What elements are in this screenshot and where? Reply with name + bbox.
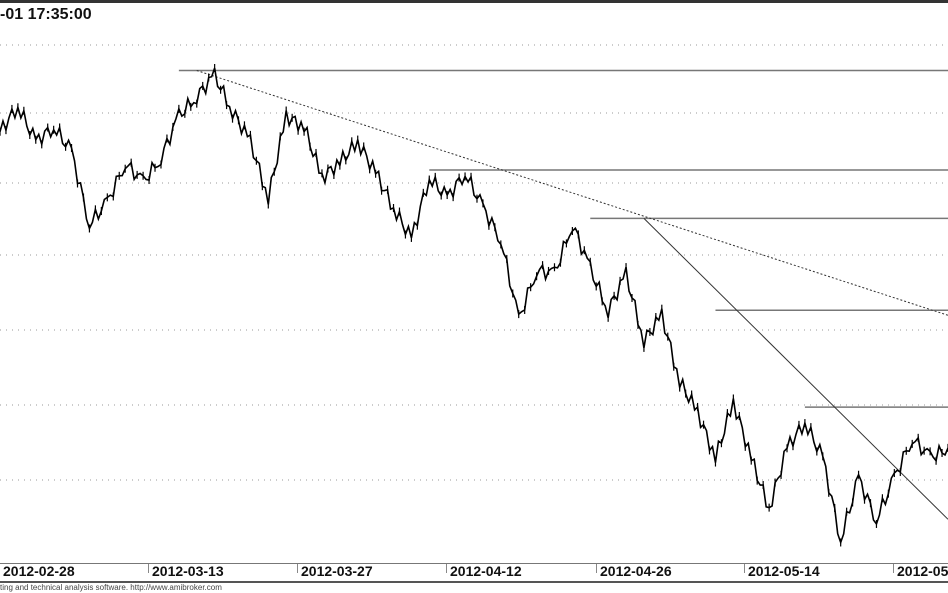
x-tick-label: 2012-03-13 xyxy=(148,564,224,579)
trendline xyxy=(643,218,948,520)
chart-title: -01 17:35:00 xyxy=(0,6,92,23)
price-chart xyxy=(0,44,948,547)
x-tick-label: 2012-04-12 xyxy=(446,564,522,579)
price-series xyxy=(0,67,948,545)
trendline xyxy=(196,70,948,316)
x-tick-label: 2012-04-26 xyxy=(596,564,672,579)
x-axis: 2012-02-28 2012-03-13 2012-03-27 2012-04-12… xyxy=(0,563,948,583)
x-tick-label: 2012-05 xyxy=(893,564,948,579)
x-tick-label: 2012-03-27 xyxy=(297,564,373,579)
x-tick-label: 2012-02-28 xyxy=(3,563,75,579)
x-tick-label: 2012-05-14 xyxy=(744,564,820,579)
top-border xyxy=(0,0,948,3)
footer-credit: ting and technical analysis software. ht… xyxy=(0,583,222,592)
